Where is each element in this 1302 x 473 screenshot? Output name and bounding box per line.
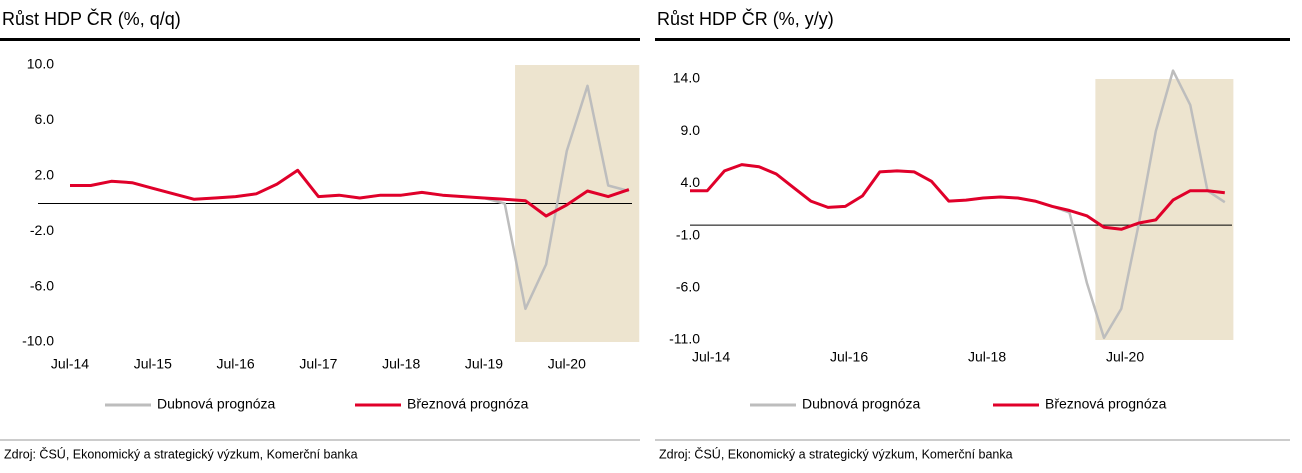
y-tick-label: -10.0 [22, 333, 54, 349]
x-tick-label: Jul-18 [382, 356, 420, 372]
y-tick-label: -11.0 [669, 331, 700, 347]
y-tick-label: -6.0 [676, 279, 700, 295]
legend-label: Březnová prognóza [1045, 396, 1167, 412]
y-tick-label: -6.0 [30, 277, 54, 293]
y-tick-label: 6.0 [35, 111, 55, 127]
x-tick-label: Jul-16 [217, 356, 255, 372]
x-tick-label: Jul-14 [51, 356, 89, 372]
x-tick-label: Jul-18 [968, 349, 1006, 365]
x-tick-label: Jul-20 [1106, 349, 1144, 365]
x-tick-label: Jul-16 [830, 349, 868, 365]
x-tick-label: Jul-19 [465, 356, 503, 372]
y-tick-label: 14.0 [673, 70, 700, 86]
chart-title: Růst HDP ČR (%, q/q) [2, 8, 181, 29]
y-tick-label: 2.0 [35, 167, 55, 183]
x-tick-label: Jul-17 [299, 356, 337, 372]
series-line [70, 168, 630, 218]
x-tick-label: Jul-20 [548, 356, 586, 372]
x-tick-label: Jul-14 [692, 349, 730, 365]
title-rule [655, 38, 1290, 41]
y-tick-label: -2.0 [30, 222, 54, 238]
y-tick-label: -1.0 [676, 226, 700, 242]
x-tick-label: Jul-15 [134, 356, 172, 372]
y-tick-label: 9.0 [681, 122, 701, 138]
source-text: Zdroj: ČSÚ, Ekonomický a strategický výz… [4, 446, 358, 461]
title-rule [0, 38, 640, 41]
legend-label: Dubnová prognóza [802, 396, 921, 412]
chart-title: Růst HDP ČR (%, y/y) [657, 8, 834, 29]
legend-label: Dubnová prognóza [157, 396, 276, 412]
series-line [690, 163, 1225, 231]
y-tick-label: 4.0 [681, 174, 701, 190]
legend-label: Březnová prognóza [407, 396, 529, 412]
source-text: Zdroj: ČSÚ, Ekonomický a strategický výz… [659, 446, 1013, 461]
y-tick-label: 10.0 [27, 56, 54, 72]
